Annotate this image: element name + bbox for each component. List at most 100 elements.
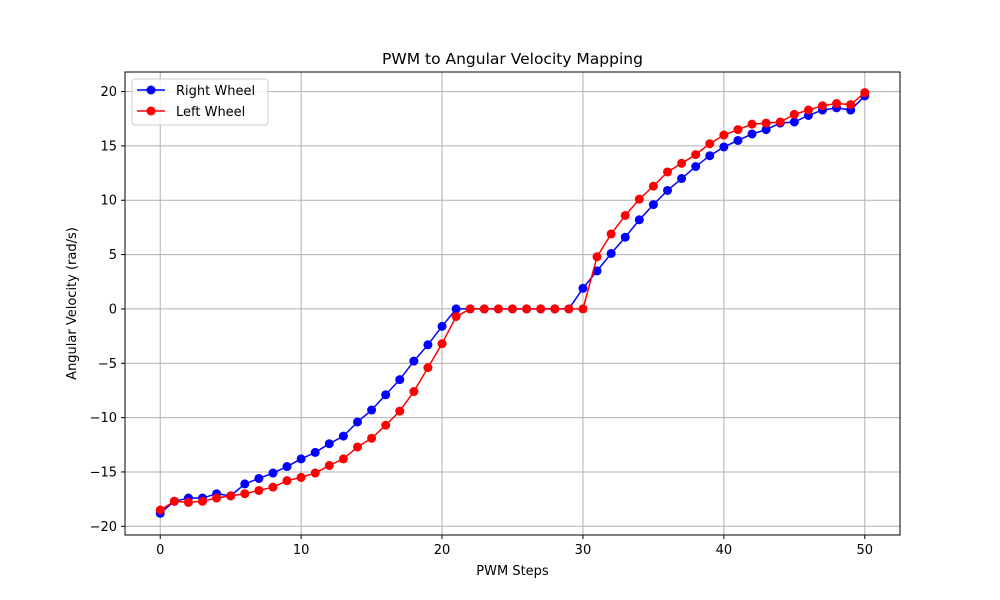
y-tick-label: −10 xyxy=(90,411,117,426)
data-point-left-wheel xyxy=(536,304,546,314)
data-point-left-wheel xyxy=(733,125,743,135)
data-point-right-wheel xyxy=(409,356,419,366)
data-point-left-wheel xyxy=(634,194,644,204)
data-point-right-wheel xyxy=(705,151,715,161)
data-point-left-wheel xyxy=(832,99,842,109)
data-point-left-wheel xyxy=(282,476,292,486)
data-point-right-wheel xyxy=(677,174,687,184)
data-point-right-wheel xyxy=(733,135,743,145)
data-point-left-wheel xyxy=(663,167,672,177)
data-point-left-wheel xyxy=(169,496,179,506)
data-point-left-wheel xyxy=(423,363,433,373)
data-point-left-wheel xyxy=(212,493,222,503)
data-point-left-wheel xyxy=(437,339,447,349)
data-point-right-wheel xyxy=(663,185,672,195)
y-tick-label: −15 xyxy=(90,465,117,480)
data-point-left-wheel xyxy=(465,304,475,314)
data-point-right-wheel xyxy=(747,129,757,139)
data-point-right-wheel xyxy=(789,117,799,127)
data-point-left-wheel xyxy=(719,130,729,140)
data-point-right-wheel xyxy=(254,473,264,483)
data-point-right-wheel xyxy=(367,405,377,415)
data-point-left-wheel xyxy=(226,491,236,501)
data-point-left-wheel xyxy=(183,497,193,507)
data-point-left-wheel xyxy=(367,433,377,443)
data-point-left-wheel xyxy=(789,109,799,119)
y-tick-label: −20 xyxy=(90,520,117,535)
data-point-left-wheel xyxy=(381,420,391,430)
legend-marker-right-wheel xyxy=(146,85,156,95)
data-point-left-wheel xyxy=(296,472,306,482)
data-point-left-wheel xyxy=(761,118,771,128)
y-tick-label: 15 xyxy=(100,139,117,154)
data-point-left-wheel xyxy=(395,406,405,416)
data-point-left-wheel xyxy=(353,442,362,452)
data-point-right-wheel xyxy=(620,232,630,242)
series-left-wheel xyxy=(155,88,870,515)
ticks-layer: 0 10 20 30 40 50 −20 −15 −10 −5 0 5 10 15 20 xyxy=(90,85,873,558)
data-point-right-wheel xyxy=(606,249,616,259)
data-point-right-wheel xyxy=(338,431,348,441)
data-point-left-wheel xyxy=(606,229,616,239)
data-point-left-wheel xyxy=(775,117,785,127)
data-point-right-wheel xyxy=(282,462,292,472)
data-point-left-wheel xyxy=(508,304,517,314)
data-point-right-wheel xyxy=(761,125,771,135)
data-point-left-wheel xyxy=(198,496,207,506)
data-point-right-wheel xyxy=(578,283,588,293)
data-point-right-wheel xyxy=(324,439,334,449)
chart-title: PWM to Angular Velocity Mapping xyxy=(382,50,643,68)
x-tick-label: 50 xyxy=(856,543,873,558)
y-tick-label: −5 xyxy=(98,357,117,372)
data-point-right-wheel xyxy=(691,162,701,172)
data-point-left-wheel xyxy=(860,88,870,98)
data-point-left-wheel xyxy=(493,304,503,314)
data-point-left-wheel xyxy=(155,505,165,515)
x-tick-label: 20 xyxy=(434,543,451,558)
data-point-right-wheel xyxy=(634,215,644,225)
data-point-left-wheel xyxy=(705,139,715,149)
data-point-left-wheel xyxy=(338,454,348,464)
data-point-left-wheel xyxy=(268,482,278,492)
data-point-right-wheel xyxy=(423,340,433,350)
data-point-right-wheel xyxy=(310,447,320,457)
x-tick-label: 40 xyxy=(716,543,733,558)
data-point-left-wheel xyxy=(451,312,461,322)
data-point-left-wheel xyxy=(747,119,757,129)
data-point-left-wheel xyxy=(677,158,687,168)
data-point-left-wheel xyxy=(550,304,560,314)
data-point-right-wheel xyxy=(719,142,729,152)
x-tick-label: 0 xyxy=(156,543,164,558)
legend-label-right-wheel: Right Wheel xyxy=(176,84,255,99)
y-tick-label: 20 xyxy=(100,85,117,100)
data-point-left-wheel xyxy=(240,489,250,499)
x-axis-label: PWM Steps xyxy=(476,564,549,579)
y-tick-label: 5 xyxy=(109,248,117,263)
data-point-right-wheel xyxy=(240,479,250,489)
data-point-left-wheel xyxy=(409,387,419,397)
series-layer xyxy=(155,88,870,518)
legend: Right Wheel Left Wheel xyxy=(131,78,269,126)
plot-frame xyxy=(124,71,901,536)
data-point-right-wheel xyxy=(353,417,362,427)
data-point-right-wheel xyxy=(296,454,306,464)
data-point-left-wheel xyxy=(324,460,334,470)
data-point-left-wheel xyxy=(564,304,574,314)
data-point-right-wheel xyxy=(648,200,658,210)
data-point-left-wheel xyxy=(522,304,532,314)
data-point-left-wheel xyxy=(691,150,701,160)
data-point-right-wheel xyxy=(592,266,602,276)
data-point-left-wheel xyxy=(479,304,489,314)
data-point-right-wheel xyxy=(451,304,461,314)
x-tick-label: 30 xyxy=(575,543,592,558)
data-point-left-wheel xyxy=(846,100,856,110)
data-point-left-wheel xyxy=(592,252,602,262)
y-axis-label: Angular Velocity (rad/s) xyxy=(65,227,80,380)
data-point-left-wheel xyxy=(803,105,813,115)
data-point-left-wheel xyxy=(620,210,630,220)
data-point-left-wheel xyxy=(818,101,827,111)
legend-box xyxy=(131,78,269,126)
y-tick-label: 10 xyxy=(100,194,117,209)
